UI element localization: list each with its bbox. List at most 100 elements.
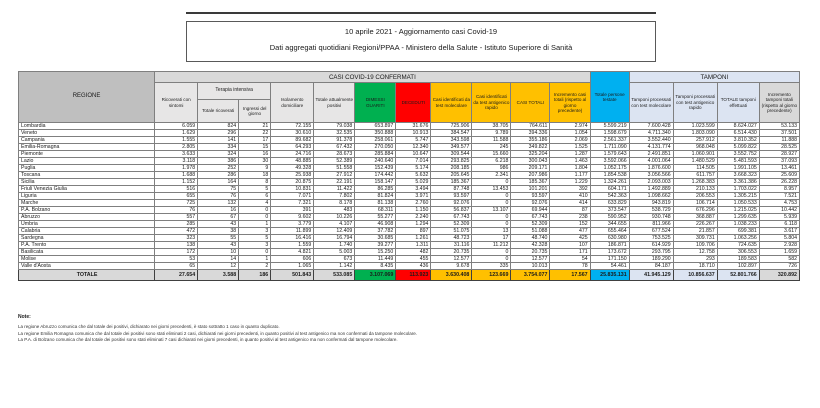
region-row: Lazio 3.118 386 30 48.885 52.389 240.640 7.014 2… (17, 157, 801, 165)
region-row: Marche 725 132 4 7.321 8.178 81.138 2.760 92.076… (17, 199, 801, 207)
value-cell: 1.659 (758, 248, 801, 256)
value-cell: 21 (238, 122, 272, 130)
value-cell: 542.363 (589, 192, 630, 200)
value-cell: 152 (549, 220, 591, 228)
value-cell: 1.098.662 (628, 192, 674, 200)
value-cell: 1.023.599 (672, 122, 718, 130)
value-cell: 5.003 (313, 248, 356, 256)
value-cell: 87.748 (430, 185, 473, 193)
value-cell: 270.050 (354, 143, 397, 151)
value-cell: 20.875 (270, 178, 315, 186)
value-cell: 3.361.386 (716, 178, 760, 186)
value-cell: 54 (549, 255, 591, 263)
value-cell: 943.819 (628, 199, 674, 207)
region-row: Abruzzo 557 67 0 9.602 10.226 55.277 2.240 67.74… (17, 213, 801, 221)
value-cell: 86.285 (354, 185, 397, 193)
value-cell: 533.085 (313, 269, 356, 281)
region-row: P.A. Bolzano 76 16 0 391 483 68.311 1.150 56.837… (17, 206, 801, 214)
value-cell: 53 (154, 255, 199, 263)
value-cell: 6 (238, 192, 272, 200)
value-cell: 355.186 (510, 136, 551, 144)
value-cell: 630.980 (589, 234, 630, 242)
value-cell: 1.038.233 (716, 220, 760, 228)
value-cell: 5.174 (395, 164, 432, 172)
value-cell: 1.559 (270, 241, 315, 249)
value-cell: 483 (313, 206, 356, 214)
value-cell: 897 (395, 227, 432, 235)
value-cell: 52.309 (430, 220, 473, 228)
value-cell: 455 (395, 255, 432, 263)
value-cell: 2.069 (549, 136, 591, 144)
value-cell: 4.711.340 (628, 129, 674, 137)
value-cell: 968.048 (672, 143, 718, 151)
value-cell: 676.296 (672, 206, 718, 214)
value-cell: 1.525 (549, 143, 591, 151)
region-name-cell: Lombardia (17, 122, 156, 130)
value-cell: 186.871 (589, 241, 630, 249)
value-cell: 257.912 (672, 136, 718, 144)
value-cell: 67 (197, 213, 240, 221)
value-cell: 12.577 (510, 255, 551, 263)
value-cell: 2.491.851 (628, 150, 674, 158)
value-cell: 1.803.090 (672, 129, 718, 137)
banner-terapia-intensiva: Terapia intensiva (197, 82, 272, 100)
value-cell: 1.688 (154, 171, 199, 179)
value-cell: 55.277 (354, 213, 397, 221)
value-cell: 25.938 (270, 171, 315, 179)
col-header-incremento-tamponi: Incremento tamponi totali (rispetto al g… (758, 82, 801, 123)
value-cell: 8 (238, 178, 272, 186)
value-cell: 2.093.003 (628, 178, 674, 186)
value-cell: 152.439 (354, 164, 397, 172)
value-cell: 344.655 (589, 220, 630, 228)
col-header-dimessi: DIMESSI GUARITI (354, 82, 397, 123)
value-cell: 655 (154, 192, 199, 200)
value-cell: 677.524 (628, 227, 674, 235)
value-cell: 17 (238, 136, 272, 144)
value-cell: 138 (154, 241, 199, 249)
value-cell: 436 (395, 262, 432, 270)
value-cell: 1.268.383 (672, 178, 718, 186)
value-cell: 5.099.822 (716, 143, 760, 151)
note-line: La regione Abruzzo comunica che dal tota… (18, 324, 280, 329)
region-name-cell: P.A. Bolzano (17, 206, 156, 214)
value-cell: 1.063.256 (716, 234, 760, 242)
value-cell: 655.464 (589, 227, 630, 235)
value-cell: 87 (549, 206, 591, 214)
region-row: Umbria 285 43 1 3.779 4.107 46.908 1.294 52.309 0… (17, 220, 801, 228)
value-cell: 7.321 (270, 199, 315, 207)
note-line: La regione Emilia Romagna comunica che d… (18, 330, 417, 336)
value-cell: 3.668.323 (716, 171, 760, 179)
value-cell: 811.966 (628, 220, 674, 228)
value-cell: 92.076 (510, 199, 551, 207)
value-cell: 30.685 (354, 234, 397, 242)
covid-table: REGIONE CASI COVID-19 CONFERMATI Totale … (17, 71, 801, 281)
value-cell: 414 (549, 199, 591, 207)
region-name-cell: Piemonte (17, 150, 156, 158)
value-cell: 350.888 (354, 129, 397, 137)
region-row: Piemonte 3.633 324 16 24.716 28.673 285.884 10.… (17, 150, 801, 158)
value-cell: 15 (238, 143, 272, 151)
value-cell: 226.267 (672, 220, 718, 228)
value-cell: 1.876.600 (628, 164, 674, 172)
value-cell: 78 (549, 262, 591, 270)
value-cell: 65 (154, 262, 199, 270)
report-title: 10 aprile 2021 - Aggiornamento casi Covi… (186, 21, 656, 62)
value-cell: 3.107.069 (354, 269, 397, 281)
value-cell: 1.050.533 (716, 199, 760, 207)
value-cell: 3.118 (154, 157, 199, 165)
value-cell: 31.116 (430, 241, 473, 249)
value-cell: 285.884 (354, 150, 397, 158)
col-header-casi-antigenico: Casi identificati da test antigenico rap… (471, 82, 512, 123)
value-cell: 11.449 (354, 255, 397, 263)
value-cell: 186 (238, 269, 272, 281)
value-cell: 3.056.566 (628, 171, 674, 179)
value-cell: 4.753 (758, 199, 801, 207)
value-cell: 325.204 (510, 150, 551, 158)
value-cell: 51.088 (510, 227, 551, 235)
value-cell: 323 (154, 234, 199, 242)
value-cell: 2.974 (549, 122, 591, 130)
value-cell: 37.093 (758, 157, 801, 165)
value-cell: 516 (154, 185, 199, 193)
value-cell: 171.150 (589, 255, 630, 263)
value-cell: 113.923 (395, 269, 432, 281)
